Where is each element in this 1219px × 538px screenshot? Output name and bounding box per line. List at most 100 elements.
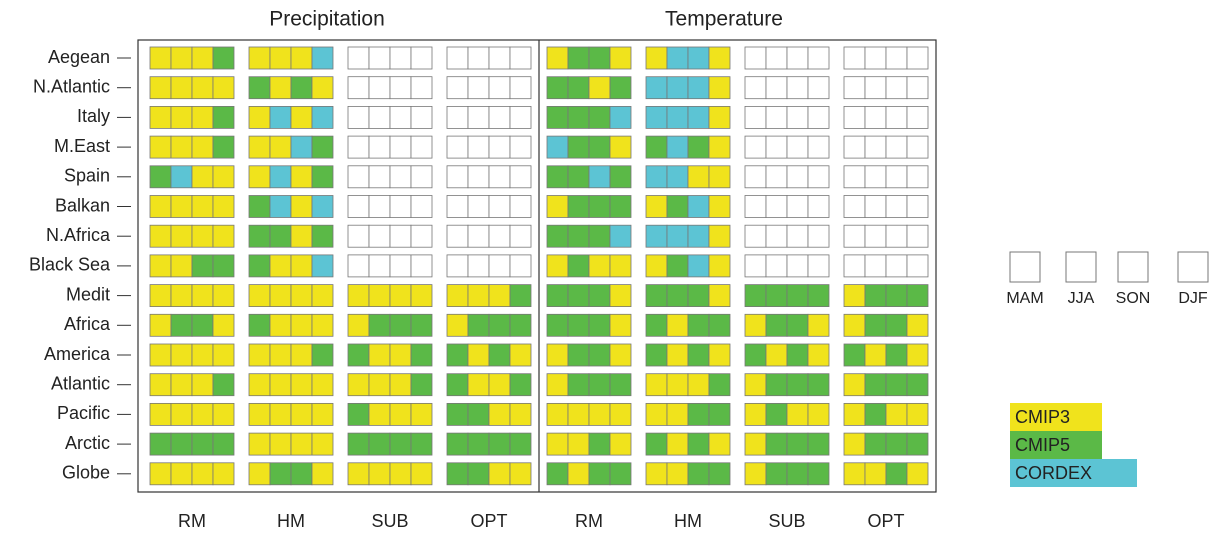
cell xyxy=(786,284,809,308)
cell xyxy=(906,135,929,159)
x-tick-label: OPT xyxy=(470,511,507,531)
cell xyxy=(567,76,590,100)
cell xyxy=(389,402,412,426)
cell xyxy=(546,195,569,218)
y-tick-label: Atlantic xyxy=(51,373,110,393)
cell xyxy=(509,224,532,248)
cell xyxy=(509,195,532,218)
cell xyxy=(269,254,292,278)
cell xyxy=(687,432,710,456)
cell xyxy=(488,432,511,456)
cell xyxy=(843,373,866,397)
cell xyxy=(212,165,235,189)
cell xyxy=(149,135,172,159)
cell xyxy=(446,313,469,337)
cell xyxy=(389,106,412,129)
cell xyxy=(311,254,334,278)
cell xyxy=(807,195,830,218)
cell xyxy=(588,106,611,129)
cell xyxy=(389,195,412,218)
cell xyxy=(311,135,334,159)
cell xyxy=(687,165,710,189)
cell xyxy=(212,402,235,426)
cell xyxy=(765,462,788,486)
cell xyxy=(347,46,370,70)
cell xyxy=(290,254,313,278)
cell xyxy=(389,254,412,278)
cell xyxy=(885,432,908,456)
cell xyxy=(906,165,929,189)
y-tick-label: Balkan xyxy=(55,195,110,215)
cell xyxy=(347,224,370,248)
cell xyxy=(786,402,809,426)
cell xyxy=(488,224,511,248)
cell xyxy=(765,432,788,456)
cell xyxy=(588,254,611,278)
cell xyxy=(906,284,929,308)
cell xyxy=(687,135,710,159)
cell xyxy=(311,46,334,70)
cell xyxy=(864,462,887,486)
cell xyxy=(410,432,433,456)
cell xyxy=(786,76,809,100)
cell xyxy=(347,284,370,308)
cell xyxy=(368,106,391,129)
cell xyxy=(546,224,569,248)
cell xyxy=(786,135,809,159)
cell xyxy=(269,373,292,397)
cell xyxy=(446,76,469,100)
cell xyxy=(864,76,887,100)
cell xyxy=(645,165,668,189)
cell xyxy=(467,313,490,337)
cell xyxy=(645,46,668,70)
cell xyxy=(311,195,334,218)
cell xyxy=(368,76,391,100)
cell xyxy=(708,462,731,486)
cell xyxy=(588,313,611,337)
cell xyxy=(170,195,193,218)
cell xyxy=(389,224,412,248)
cell xyxy=(666,313,689,337)
x-tick-label: RM xyxy=(178,511,206,531)
cell xyxy=(744,106,767,129)
cell xyxy=(666,224,689,248)
cell xyxy=(389,313,412,337)
cell xyxy=(807,165,830,189)
cell xyxy=(786,254,809,278)
cell xyxy=(311,402,334,426)
cell xyxy=(467,373,490,397)
cell xyxy=(708,402,731,426)
cell xyxy=(368,135,391,159)
cell xyxy=(368,432,391,456)
cell xyxy=(645,313,668,337)
cell xyxy=(687,373,710,397)
cell xyxy=(906,76,929,100)
cell xyxy=(843,76,866,100)
cell xyxy=(645,254,668,278)
cell xyxy=(467,343,490,367)
cell xyxy=(191,46,214,70)
cell xyxy=(906,373,929,397)
cell xyxy=(666,373,689,397)
cell xyxy=(311,373,334,397)
cell xyxy=(446,284,469,308)
cell xyxy=(885,313,908,337)
x-tick-label: RM xyxy=(575,511,603,531)
cell xyxy=(609,402,632,426)
legend-label: CORDEX xyxy=(1015,463,1092,483)
cell xyxy=(446,46,469,70)
cell xyxy=(410,313,433,337)
cell xyxy=(546,373,569,397)
cell xyxy=(588,432,611,456)
cell xyxy=(368,46,391,70)
cell xyxy=(609,373,632,397)
cell xyxy=(410,195,433,218)
cell xyxy=(389,135,412,159)
cell xyxy=(687,195,710,218)
season-key-box xyxy=(1009,251,1041,283)
cell xyxy=(290,165,313,189)
legend-swatch xyxy=(1010,431,1102,459)
cell xyxy=(269,462,292,486)
cell xyxy=(269,46,292,70)
cell xyxy=(509,284,532,308)
